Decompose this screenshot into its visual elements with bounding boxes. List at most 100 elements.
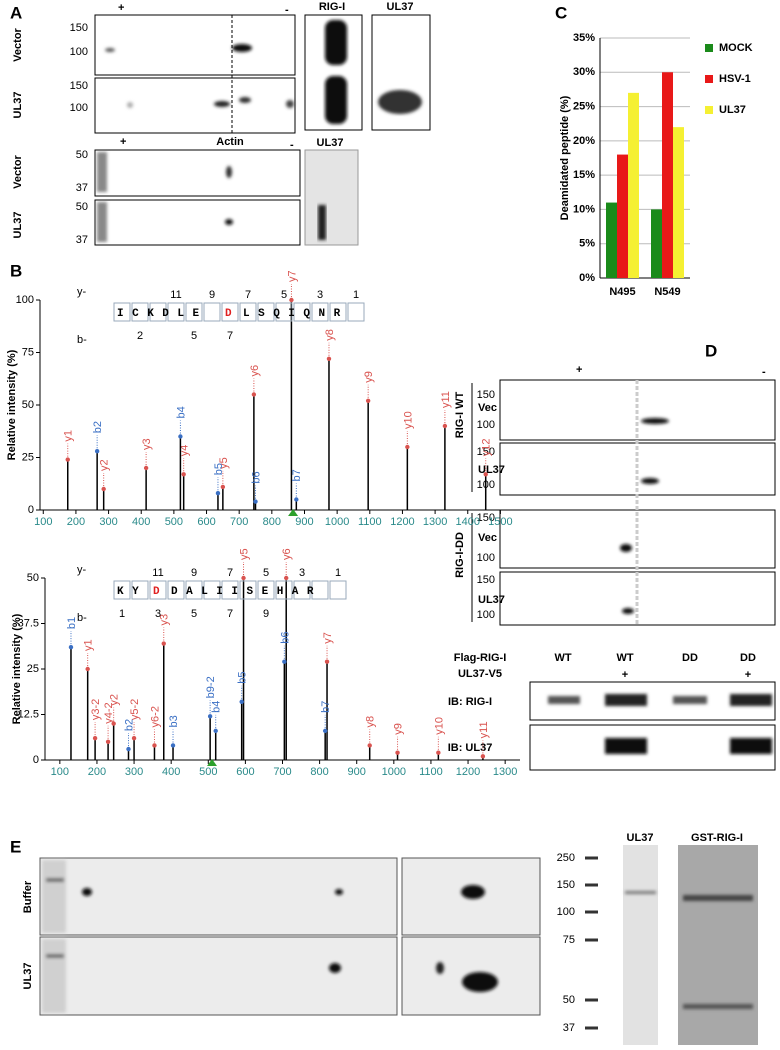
shape (82, 888, 92, 896)
blot-label: RIG-I (319, 1, 345, 13)
peak-dot (241, 575, 246, 581)
bar (628, 92, 639, 278)
residue-box (203, 580, 221, 600)
x-tick-label: 1200 (390, 516, 414, 528)
blot (499, 442, 776, 496)
peak-dot (436, 750, 441, 755)
peak-dot (289, 297, 294, 303)
residue-box (239, 580, 257, 600)
x-tick-label: 800 (310, 766, 328, 778)
shape (436, 962, 444, 974)
y-tick-label: 0 (28, 504, 34, 516)
x-tick-label: 100 (34, 516, 52, 528)
shape (226, 166, 232, 178)
blot (94, 14, 296, 76)
x-tick-label: 100 (51, 766, 69, 778)
residue-box (167, 580, 185, 600)
peak-dot (207, 714, 213, 719)
peak-label: y5 (238, 548, 250, 560)
panel-letter: C (555, 3, 567, 22)
peak-dot (282, 659, 287, 664)
row-label: UL37 (478, 464, 505, 476)
ladder (585, 856, 598, 1030)
x-tick-label: 1300 (493, 766, 517, 778)
ion-number: 11 (152, 567, 163, 579)
ib-label: IB: UL37 (448, 742, 493, 754)
peak-dot (483, 472, 488, 477)
peak-dot (178, 434, 183, 439)
peak-label: y1 (63, 430, 75, 442)
plus: + (745, 669, 751, 681)
peak-label: b2 (123, 719, 135, 731)
peak-label: b1 (66, 617, 78, 629)
row-label: Flag-RIG-I (454, 652, 507, 664)
peak-label: y4-2 (103, 702, 115, 723)
group-label: RIG-I WT (454, 392, 466, 439)
marker: 50 (76, 201, 88, 213)
marker: 100 (70, 102, 88, 114)
peak-dot (143, 465, 149, 471)
y-tick-label: 0 (33, 754, 39, 766)
shape (641, 418, 669, 424)
peak-dot (326, 356, 332, 361)
residue-box (221, 580, 239, 600)
peak-dot (152, 743, 157, 748)
bands (378, 90, 422, 114)
ion-number: 7 (227, 567, 233, 579)
y-axis-label: Deamidated peptide (%) (559, 95, 571, 220)
residue-box (149, 302, 167, 322)
peak-label: b9-2 (205, 676, 217, 698)
ion-number: 11 (170, 289, 181, 301)
shape (335, 889, 343, 895)
peak-dot (253, 499, 258, 504)
shape (42, 939, 66, 1013)
marker: 250 (557, 852, 575, 864)
peak-dot (105, 739, 111, 744)
residue-box (113, 302, 131, 322)
plus: + (622, 669, 628, 681)
x-tick-label: 200 (67, 516, 85, 528)
peak-dot (251, 392, 257, 397)
shape (46, 954, 64, 958)
peak-dot (239, 699, 244, 704)
x-tick-label: 900 (348, 766, 366, 778)
sequence: DALIISEHAR (171, 586, 322, 598)
y-tick-label: 50 (27, 572, 39, 584)
peak-label: b4 (211, 701, 223, 713)
marker: 50 (76, 149, 88, 161)
bands (318, 205, 326, 240)
bands (325, 20, 347, 124)
x-tick-label: 300 (125, 766, 143, 778)
ion-number: 9 (263, 608, 269, 620)
x-tick-label: 1100 (419, 766, 443, 778)
residue-box (221, 302, 239, 322)
blot (94, 77, 296, 134)
marker: 100 (477, 552, 495, 564)
peak-label: y12 (481, 439, 493, 457)
peak-label: y5 (218, 457, 230, 469)
lane-label: GST-RIG-I (691, 832, 743, 844)
peak-dot (213, 728, 218, 734)
row-label: UL37 (12, 212, 24, 239)
x-tick-label: 200 (88, 766, 106, 778)
gel (39, 857, 398, 936)
shape (232, 44, 252, 52)
x-tick-label: 300 (99, 516, 117, 528)
marker: 100 (70, 46, 88, 58)
marker: 100 (477, 419, 495, 431)
ion-number: 7 (227, 330, 233, 342)
residue-box (203, 302, 221, 322)
x-tick-label: 500 (199, 766, 217, 778)
peak-label: y6 (249, 365, 261, 377)
row-label: Vector (12, 27, 24, 61)
peak-dot (126, 746, 131, 752)
residue-box (293, 302, 311, 322)
y-tick-label: 25 (27, 663, 39, 675)
lane-label: DD (682, 652, 698, 664)
residue-box (149, 580, 167, 600)
residue-box (311, 580, 329, 600)
lane (623, 845, 658, 1045)
marker: 150 (557, 879, 575, 891)
shape (462, 972, 498, 992)
y-axis-label: Relative intensity (%) (11, 613, 23, 724)
